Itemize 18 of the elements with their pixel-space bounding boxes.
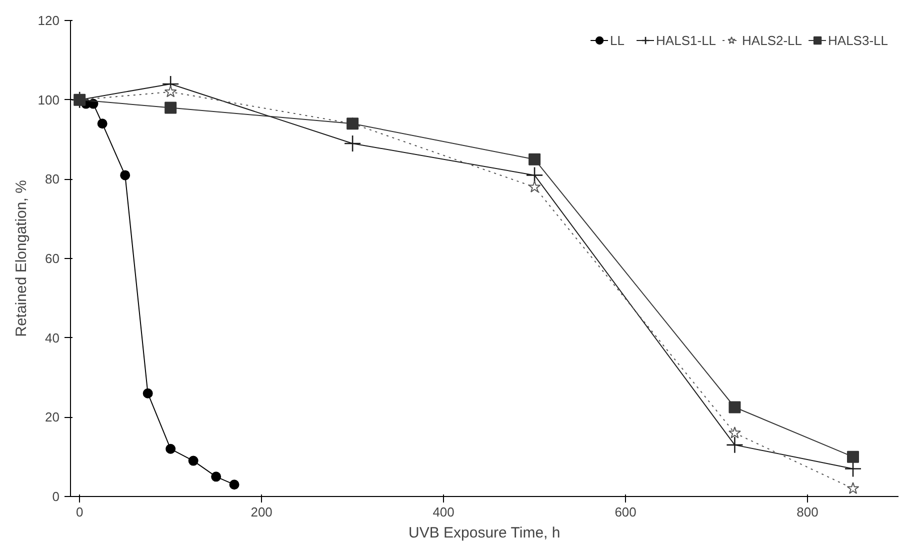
- y-tick-label: 80: [45, 172, 60, 187]
- legend-label: LL: [610, 32, 626, 48]
- y-tick-label: 60: [45, 251, 60, 266]
- y-tick-label: 20: [45, 410, 60, 425]
- x-tick-label: 400: [432, 504, 454, 520]
- legend-label: HALS2-LL: [742, 32, 802, 48]
- legend-label: HALS3-LL: [828, 32, 888, 48]
- x-axis-title: UVB Exposure Time, h: [408, 524, 560, 542]
- x-tick-label: 800: [796, 504, 818, 520]
- x-tick-label: 600: [614, 504, 636, 520]
- y-axis-title: Retained Elongation, %: [12, 180, 30, 337]
- y-tick-label: 120: [38, 13, 60, 28]
- x-tick-label: 200: [250, 504, 272, 520]
- legend-label: HALS1-LL: [656, 32, 716, 48]
- y-tick-label: 100: [38, 92, 60, 108]
- x-tick-label: 0: [76, 504, 84, 520]
- y-tick-label: 40: [45, 330, 60, 346]
- y-tick-label: 0: [52, 489, 60, 504]
